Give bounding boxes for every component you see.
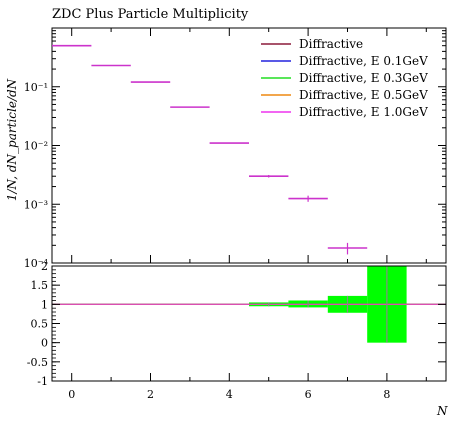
main-panel: 10⁻¹ 10⁻² 10⁻³ 10⁻⁴ <box>24 27 447 270</box>
x-tick-label: 2 <box>147 388 154 401</box>
ratio-y-tick-label: -0.5 <box>27 356 48 369</box>
ratio-y-tick-label: 1 <box>41 298 48 311</box>
chart-title: ZDC Plus Particle Multiplicity <box>52 7 249 22</box>
main-y-tick-label: 10⁻³ <box>24 198 48 211</box>
legend: Diffractive Diffractive, E 0.1GeV Diffract… <box>261 37 428 119</box>
x-tick-label: 0 <box>68 388 75 401</box>
legend-label: Diffractive, E 0.1GeV <box>299 54 428 68</box>
ratio-y-tick-label: 2 <box>41 260 48 273</box>
main-y-tick-label: 10⁻² <box>24 140 48 153</box>
x-axis-label: N <box>436 404 448 418</box>
legend-label: Diffractive, E 0.5GeV <box>299 88 428 102</box>
ratio-y-tick-label: 0.5 <box>31 318 49 331</box>
ratio-y-tick-label: 0 <box>41 337 48 350</box>
ratio-y-tick-label: 1.5 <box>31 279 49 292</box>
legend-label: Diffractive, E 1.0GeV <box>299 105 428 119</box>
x-tick-label: 6 <box>305 388 312 401</box>
legend-label: Diffractive <box>299 37 363 51</box>
x-tick-label: 8 <box>383 388 390 401</box>
main-y-tick-label: 10⁻⁴ <box>24 257 49 270</box>
main-y-tick-label: 10⁻¹ <box>24 81 48 94</box>
x-tick-label: 4 <box>226 388 233 401</box>
y-axis-label: 1/N, dN_particle/dN <box>5 78 19 201</box>
ratio-y-tick-label: -1 <box>37 375 48 388</box>
ratio-panel: 2 1.5 1 0.5 0 -0.5 -1 0 2 4 6 8 <box>27 260 447 401</box>
legend-label: Diffractive, E 0.3GeV <box>299 71 428 85</box>
